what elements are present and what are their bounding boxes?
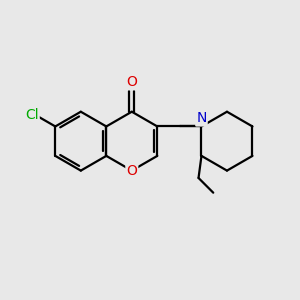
- Text: O: O: [126, 75, 137, 89]
- Text: O: O: [126, 164, 137, 178]
- Text: N: N: [196, 112, 207, 125]
- Text: Cl: Cl: [25, 108, 39, 122]
